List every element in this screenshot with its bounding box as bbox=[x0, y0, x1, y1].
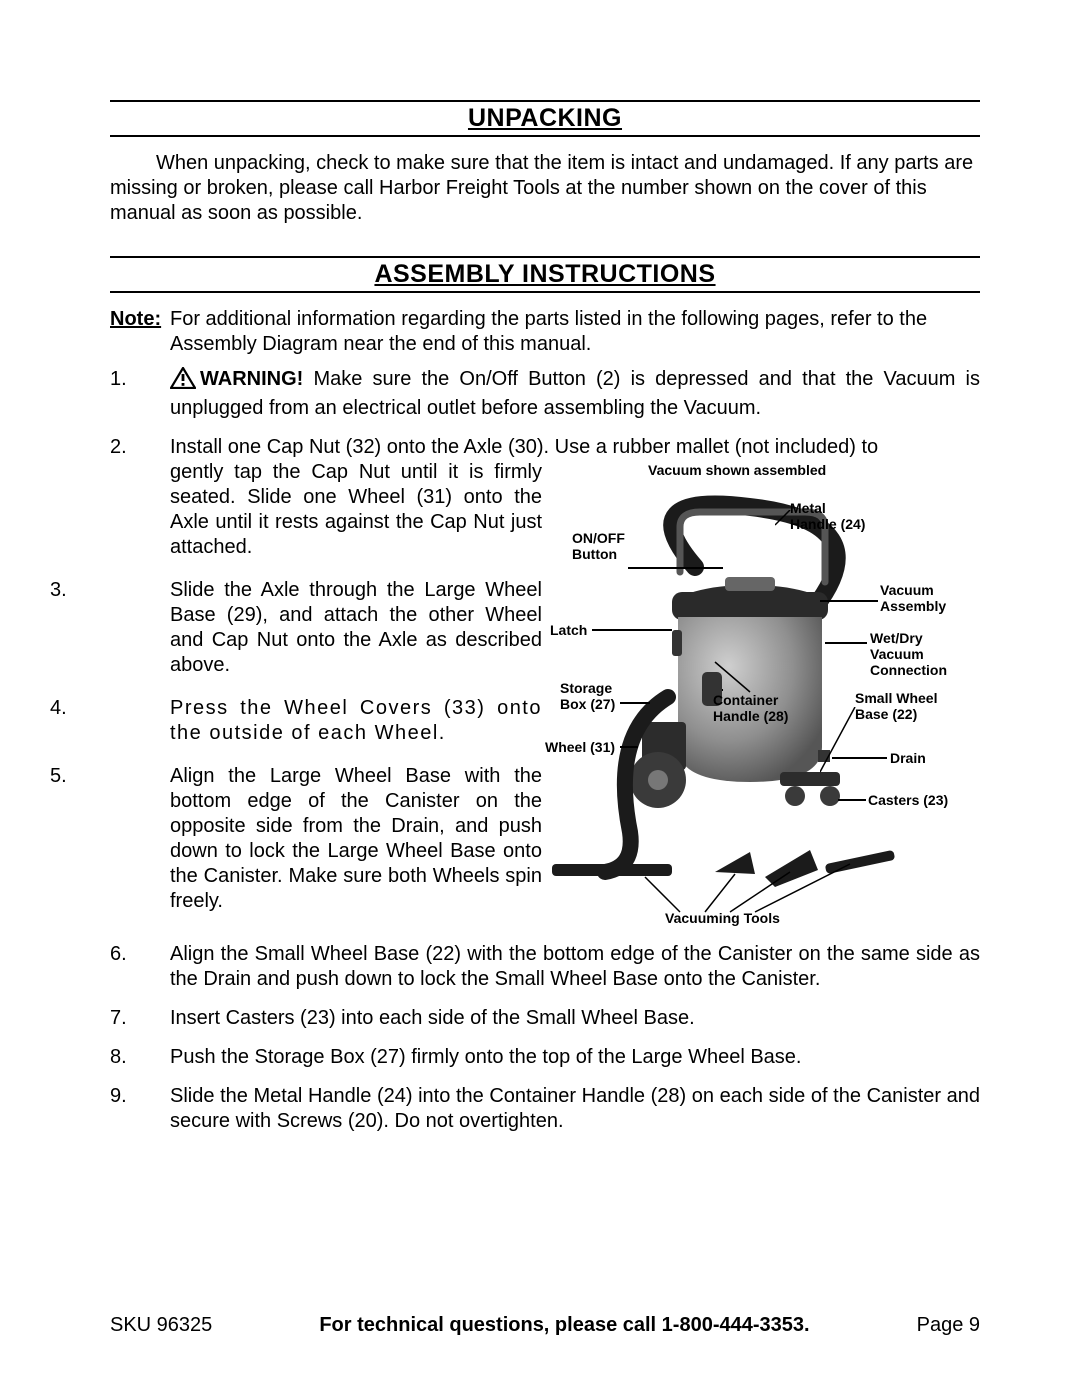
unpacking-title: UNPACKING bbox=[468, 104, 622, 135]
instr-7: 7. Insert Casters (23) into each side of… bbox=[110, 1006, 980, 1031]
wrap-zone: Vacuum shown assembled bbox=[110, 460, 980, 914]
instr-1-body: WARNING! Make sure the On/Off Button (2)… bbox=[170, 367, 980, 421]
instr-2-num: 2. bbox=[110, 435, 170, 460]
footer-phone: For technical questions, please call 1-8… bbox=[212, 1314, 916, 1337]
instr-9: 9. Slide the Metal Handle (24) into the … bbox=[110, 1084, 980, 1134]
unpacking-heading: UNPACKING bbox=[110, 100, 980, 137]
warning-word: WARNING! bbox=[200, 368, 303, 390]
instr-7-num: 7. bbox=[110, 1006, 170, 1031]
instr-8: 8. Push the Storage Box (27) firmly onto… bbox=[110, 1045, 980, 1070]
label-wetdry: Wet/DryVacuumConnection bbox=[870, 630, 947, 678]
label-casters: Casters (23) bbox=[868, 792, 948, 808]
page-footer: SKU 96325 For technical questions, pleas… bbox=[110, 1314, 980, 1337]
instr-5-num: 5. bbox=[110, 764, 170, 789]
assembly-diagram: Vacuum shown assembled bbox=[550, 462, 980, 942]
label-wheel: Wheel (31) bbox=[545, 739, 615, 755]
instr-3-num: 3. bbox=[110, 578, 170, 603]
instr-2-leadtext: Install one Cap Nut (32) onto the Axle (… bbox=[170, 435, 980, 460]
label-storage: StorageBox (27) bbox=[560, 680, 615, 712]
leader-container-handle bbox=[710, 657, 770, 697]
warning-icon bbox=[170, 367, 196, 396]
instr-9-num: 9. bbox=[110, 1084, 170, 1109]
leader-latch bbox=[592, 629, 672, 631]
instr-3-text: Slide the Axle through the Large Wheel B… bbox=[170, 579, 542, 676]
instr-4-text: Press the Wheel Covers (33) onto the out… bbox=[170, 697, 542, 744]
instr-8-text: Push the Storage Box (27) firmly onto th… bbox=[170, 1045, 980, 1070]
instr-7-text: Insert Casters (23) into each side of th… bbox=[170, 1006, 980, 1031]
instr-8-num: 8. bbox=[110, 1045, 170, 1070]
instr-5-text: Align the Large Wheel Base with the bott… bbox=[170, 765, 542, 912]
instr-1-num: 1. bbox=[110, 367, 170, 392]
label-drain: Drain bbox=[890, 750, 926, 766]
leader-small-wheel bbox=[820, 707, 860, 777]
assembly-title: ASSEMBLY INSTRUCTIONS bbox=[374, 260, 715, 291]
instr-4-num: 4. bbox=[110, 696, 170, 721]
instr-2-lead: 2. Install one Cap Nut (32) onto the Axl… bbox=[110, 435, 980, 460]
leader-metal-handle bbox=[775, 510, 795, 530]
instr-1: 1. WARNING! Make sure the On/Off Button … bbox=[110, 367, 980, 421]
note-text: For additional information regarding the… bbox=[170, 307, 980, 357]
leader-wetdry bbox=[825, 642, 867, 644]
leader-onoff bbox=[628, 567, 723, 569]
leader-vac-assembly bbox=[820, 600, 878, 602]
leader-storage bbox=[620, 702, 650, 704]
unpacking-paragraph: When unpacking, check to make sure that … bbox=[110, 151, 980, 226]
instr-6: 6. Align the Small Wheel Base (22) with … bbox=[110, 942, 980, 992]
leader-wheel bbox=[620, 746, 638, 748]
label-vac-tools: Vacuuming Tools bbox=[665, 910, 780, 926]
label-latch: Latch bbox=[550, 622, 587, 638]
footer-page: Page 9 bbox=[917, 1314, 980, 1337]
label-metal-handle: MetalHandle (24) bbox=[790, 500, 865, 532]
instr-9-text: Slide the Metal Handle (24) into the Con… bbox=[170, 1084, 980, 1134]
leader-casters bbox=[838, 799, 866, 801]
instr-6-num: 6. bbox=[110, 942, 170, 967]
instr-2-wrapped: gently tap the Cap Nut until it is firml… bbox=[170, 461, 542, 558]
instr-6-text: Align the Small Wheel Base (22) with the… bbox=[170, 942, 980, 992]
label-vac-assembly: VacuumAssembly bbox=[880, 582, 946, 614]
note-label: Note: bbox=[110, 307, 170, 357]
footer-sku: SKU 96325 bbox=[110, 1314, 212, 1337]
leader-drain bbox=[832, 757, 887, 759]
label-small-wheel: Small WheelBase (22) bbox=[855, 690, 937, 722]
assembly-note: Note: For additional information regardi… bbox=[110, 307, 980, 357]
assembly-heading: ASSEMBLY INSTRUCTIONS bbox=[110, 256, 980, 293]
label-onoff: ON/OFFButton bbox=[572, 530, 625, 562]
